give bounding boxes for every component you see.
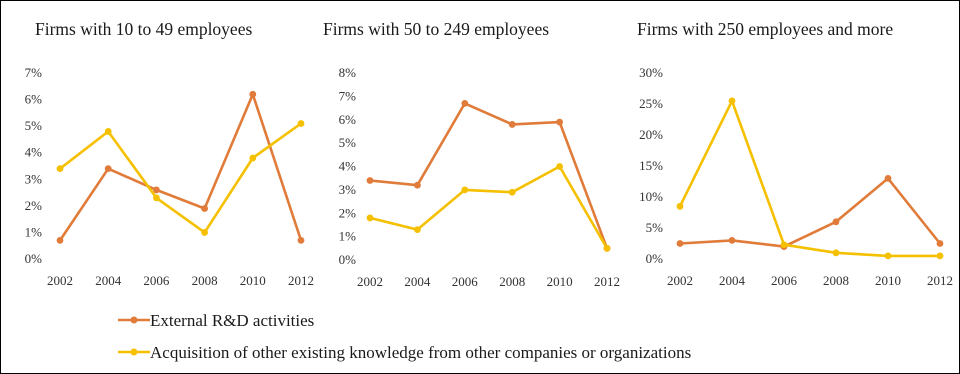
data-point-acquisition	[508, 188, 516, 196]
data-point-acquisition	[104, 128, 112, 135]
x-tick-label: 2002	[357, 274, 383, 289]
x-tick-label: 2012	[288, 273, 314, 288]
legend-item-external-rd: External R&D activities	[118, 311, 314, 330]
data-point-acquisition	[56, 165, 64, 173]
data-point-acquisition	[780, 241, 788, 249]
series-line-external-rd	[58, 93, 303, 242]
y-tick-label: 8%	[339, 65, 357, 80]
data-point-external-rd	[414, 181, 421, 189]
y-tick-label: 5%	[25, 118, 43, 133]
legend-label-acquisition: Acquisition of other existing knowledge …	[150, 343, 691, 362]
data-point-acquisition	[676, 202, 684, 210]
y-tick-label: 30%	[639, 65, 663, 80]
chart-title: Firms with 10 to 49 employees	[35, 19, 252, 39]
data-point-external-rd	[556, 118, 563, 126]
chart-title: Firms with 250 employees and more	[637, 19, 893, 39]
x-tick-label: 2010	[875, 273, 901, 288]
data-point-external-rd	[249, 90, 257, 98]
data-point-acquisition	[366, 214, 374, 222]
series-line-acquisition	[678, 99, 942, 258]
data-point-acquisition	[936, 252, 944, 260]
data-point-external-rd	[461, 99, 469, 107]
x-tick-label: 2004	[719, 273, 746, 288]
series-line-external-rd	[678, 177, 942, 248]
data-point-acquisition	[832, 249, 840, 257]
x-tick-label: 2012	[594, 274, 620, 289]
chart-panel-3: Firms with 250 employees and more 0% 5% 10%…	[637, 19, 953, 288]
data-point-external-rd	[297, 237, 305, 244]
data-point-external-rd	[884, 175, 892, 182]
y-tick-label: 20%	[639, 127, 663, 142]
y-tick-label: 2%	[339, 205, 357, 220]
legend-marker-acquisition	[130, 348, 138, 356]
x-tick-label: 2008	[499, 274, 525, 289]
y-tick-label: 6%	[339, 112, 357, 127]
data-point-acquisition	[201, 229, 209, 236]
y-tick-label: 5%	[339, 135, 357, 150]
y-tick-label: 10%	[639, 189, 663, 204]
x-tick-label: 2004	[95, 273, 122, 288]
y-tick-label: 0%	[339, 252, 357, 267]
data-point-external-rd	[508, 121, 516, 128]
data-point-external-rd	[201, 205, 209, 212]
y-tick-label: 0%	[646, 251, 664, 266]
x-tick-label: 2008	[192, 273, 218, 288]
legend-marker-external-rd	[130, 316, 138, 324]
chart-panel-1: Firms with 10 to 49 employees 0% 1% 2% 3% 4% 5…	[25, 19, 314, 288]
x-tick-label: 2002	[47, 273, 73, 288]
y-tick-label: 2%	[25, 198, 43, 213]
x-tick-label: 2006	[452, 274, 479, 289]
legend-label-external-rd: External R&D activities	[150, 311, 314, 330]
data-point-external-rd	[936, 240, 944, 247]
y-tick-label: 4%	[339, 159, 357, 174]
data-point-acquisition	[414, 226, 421, 234]
data-point-acquisition	[461, 186, 469, 194]
chart-panel-2: Firms with 50 to 249 employees 0% 1% 2% 3% 4%…	[323, 19, 620, 289]
data-point-external-rd	[104, 165, 112, 173]
y-tick-label: 3%	[25, 171, 43, 186]
y-tick-label: 5%	[646, 220, 664, 235]
y-tick-label: 15%	[639, 158, 663, 173]
y-tick-label: 25%	[639, 96, 663, 111]
data-point-external-rd	[153, 186, 160, 194]
y-tick-label: 7%	[339, 88, 357, 103]
legend-item-acquisition: Acquisition of other existing knowledge …	[118, 343, 691, 362]
x-tick-label: 2004	[404, 274, 431, 289]
series-line-acquisition	[368, 165, 609, 250]
y-tick-label: 0%	[25, 251, 43, 266]
data-point-external-rd	[728, 237, 736, 244]
y-tick-label: 1%	[25, 224, 43, 239]
y-tick-label: 4%	[25, 145, 43, 160]
chart-title: Firms with 50 to 249 employees	[323, 19, 549, 39]
data-point-acquisition	[249, 154, 257, 162]
x-tick-label: 2012	[927, 273, 953, 288]
x-tick-label: 2006	[771, 273, 798, 288]
y-tick-label: 7%	[25, 65, 43, 80]
x-tick-label: 2010	[240, 273, 266, 288]
data-point-external-rd	[832, 218, 840, 226]
x-tick-label: 2006	[143, 273, 170, 288]
x-tick-label: 2002	[667, 273, 693, 288]
x-tick-label: 2008	[823, 273, 849, 288]
series-line-external-rd	[368, 102, 609, 250]
x-tick-label: 2010	[547, 274, 573, 289]
data-point-acquisition	[884, 252, 892, 260]
data-point-acquisition	[556, 163, 563, 170]
data-point-acquisition	[728, 97, 736, 105]
y-tick-label: 3%	[339, 182, 357, 197]
data-point-acquisition	[153, 194, 160, 202]
legend: External R&D activities Acquisition of o…	[118, 311, 691, 362]
y-tick-label: 1%	[339, 229, 357, 244]
data-point-external-rd	[56, 237, 64, 244]
data-point-acquisition	[603, 244, 611, 252]
data-point-acquisition	[297, 120, 305, 127]
data-point-external-rd	[366, 177, 374, 184]
series-line-acquisition	[58, 122, 303, 234]
data-point-external-rd	[676, 240, 684, 247]
y-tick-label: 6%	[25, 92, 43, 107]
